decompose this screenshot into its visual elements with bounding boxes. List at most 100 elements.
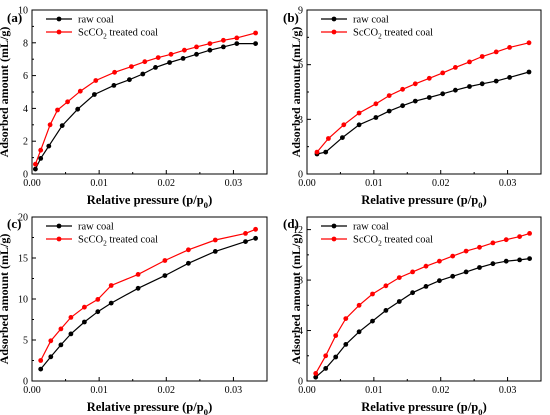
x-tick-label: 0.00 bbox=[23, 385, 41, 396]
legend: raw coal ScCO2 treated coal bbox=[46, 15, 158, 41]
data-point bbox=[212, 249, 218, 254]
y-tick-label: 12 bbox=[293, 225, 303, 236]
legend-label: ScCO2 treated coal bbox=[353, 235, 433, 248]
data-point bbox=[356, 329, 362, 335]
x-tick-label: 0.01 bbox=[90, 385, 108, 396]
data-point bbox=[493, 49, 499, 55]
data-point bbox=[162, 273, 168, 278]
data-point bbox=[38, 366, 44, 372]
series-line bbox=[34, 32, 256, 165]
data-point bbox=[343, 342, 349, 347]
x-tick-label: 0.00 bbox=[298, 385, 316, 396]
x-tick-label: 0.03 bbox=[225, 178, 243, 189]
data-point bbox=[426, 75, 432, 81]
x-tick-label: 0.03 bbox=[225, 385, 243, 396]
data-point bbox=[507, 75, 512, 80]
data-point bbox=[253, 235, 258, 241]
x-tick-label: 0.03 bbox=[499, 385, 517, 396]
data-point bbox=[221, 44, 226, 50]
data-point bbox=[253, 226, 258, 232]
data-point bbox=[243, 231, 248, 236]
x-tick-label: 0.01 bbox=[365, 178, 383, 189]
legend-label: raw coal bbox=[78, 222, 114, 233]
data-point bbox=[426, 95, 432, 100]
data-point bbox=[129, 64, 134, 69]
data-point bbox=[503, 237, 509, 243]
data-point bbox=[410, 269, 415, 275]
series-scco2-treated-coal bbox=[33, 30, 258, 167]
x-axis-label: Relative pressure (p/p0) bbox=[361, 400, 486, 415]
data-point bbox=[313, 371, 319, 376]
data-point bbox=[396, 299, 402, 304]
data-point bbox=[108, 300, 114, 306]
y-tick-label: 0 bbox=[298, 170, 303, 181]
data-point bbox=[68, 331, 74, 337]
data-point bbox=[112, 69, 117, 75]
data-point bbox=[396, 275, 402, 280]
data-point bbox=[323, 353, 329, 359]
data-point bbox=[194, 44, 199, 50]
series-line bbox=[315, 232, 530, 374]
data-point bbox=[412, 98, 418, 104]
series-scco2-treated-coal bbox=[38, 226, 258, 363]
data-point bbox=[48, 338, 54, 344]
series-raw-coal bbox=[314, 69, 532, 157]
chart-panel-a: 0.00 0.01 0.02 0.03 0 2 4 6 8 10 raw coal ScCO2 tre… bbox=[0, 6, 268, 210]
data-point bbox=[33, 161, 38, 167]
x-tick-label: 0.02 bbox=[158, 385, 176, 396]
data-point bbox=[437, 258, 442, 264]
data-point bbox=[490, 261, 496, 267]
x-tick-label: 0.00 bbox=[298, 178, 316, 189]
data-point bbox=[453, 87, 458, 93]
series-line bbox=[40, 237, 256, 370]
legend-marker bbox=[331, 223, 337, 229]
data-point bbox=[423, 284, 429, 289]
x-axis-label: Relative pressure (p/p0) bbox=[87, 193, 212, 210]
data-point bbox=[490, 240, 496, 246]
data-point bbox=[370, 291, 375, 297]
data-point bbox=[410, 290, 415, 296]
data-point bbox=[412, 81, 418, 87]
data-point bbox=[356, 122, 362, 128]
y-tick-label: 6 bbox=[23, 71, 28, 82]
data-point bbox=[46, 143, 52, 149]
data-point bbox=[186, 260, 191, 266]
data-point bbox=[356, 110, 362, 116]
data-point bbox=[142, 59, 148, 65]
data-point bbox=[400, 103, 405, 109]
x-tick-label: 0.02 bbox=[432, 178, 450, 189]
series-scco2-treated-coal bbox=[314, 40, 532, 155]
data-point bbox=[55, 107, 60, 113]
data-point bbox=[75, 106, 81, 112]
data-point bbox=[467, 59, 472, 65]
x-tick-label: 0.02 bbox=[158, 178, 176, 189]
y-axis-label: Adsorbed amount (mL/g) bbox=[289, 27, 303, 158]
y-tick-label: 20 bbox=[18, 213, 28, 224]
data-point bbox=[383, 283, 389, 289]
legend: raw coal ScCO2 treated coal bbox=[321, 15, 433, 41]
data-point bbox=[479, 81, 485, 87]
data-point bbox=[194, 51, 199, 57]
legend-label: raw coal bbox=[353, 15, 389, 26]
data-point bbox=[243, 239, 248, 245]
data-point bbox=[68, 315, 74, 320]
legend-label: ScCO2 treated coal bbox=[78, 28, 158, 41]
data-point bbox=[234, 41, 240, 46]
y-axis-label: Adsorbed amount (mL/g) bbox=[0, 27, 11, 158]
series-raw-coal bbox=[313, 256, 532, 380]
data-point bbox=[48, 354, 54, 360]
data-point bbox=[77, 88, 83, 94]
data-point bbox=[135, 285, 141, 291]
series-line bbox=[316, 42, 530, 153]
data-point bbox=[140, 71, 146, 77]
data-point bbox=[253, 41, 258, 46]
y-tick-label: 0 bbox=[23, 170, 28, 181]
data-point bbox=[313, 374, 319, 380]
y-tick-label: 0 bbox=[23, 377, 28, 388]
y-tick-label: 15 bbox=[18, 254, 28, 265]
chart-panel-c: 0.00 0.01 0.02 0.03 0 5 10 15 20 raw coal ScCO2 tr… bbox=[0, 213, 268, 415]
data-point bbox=[340, 135, 345, 141]
y-tick-label: 4 bbox=[298, 326, 303, 337]
y-tick-label: 6 bbox=[298, 60, 303, 71]
